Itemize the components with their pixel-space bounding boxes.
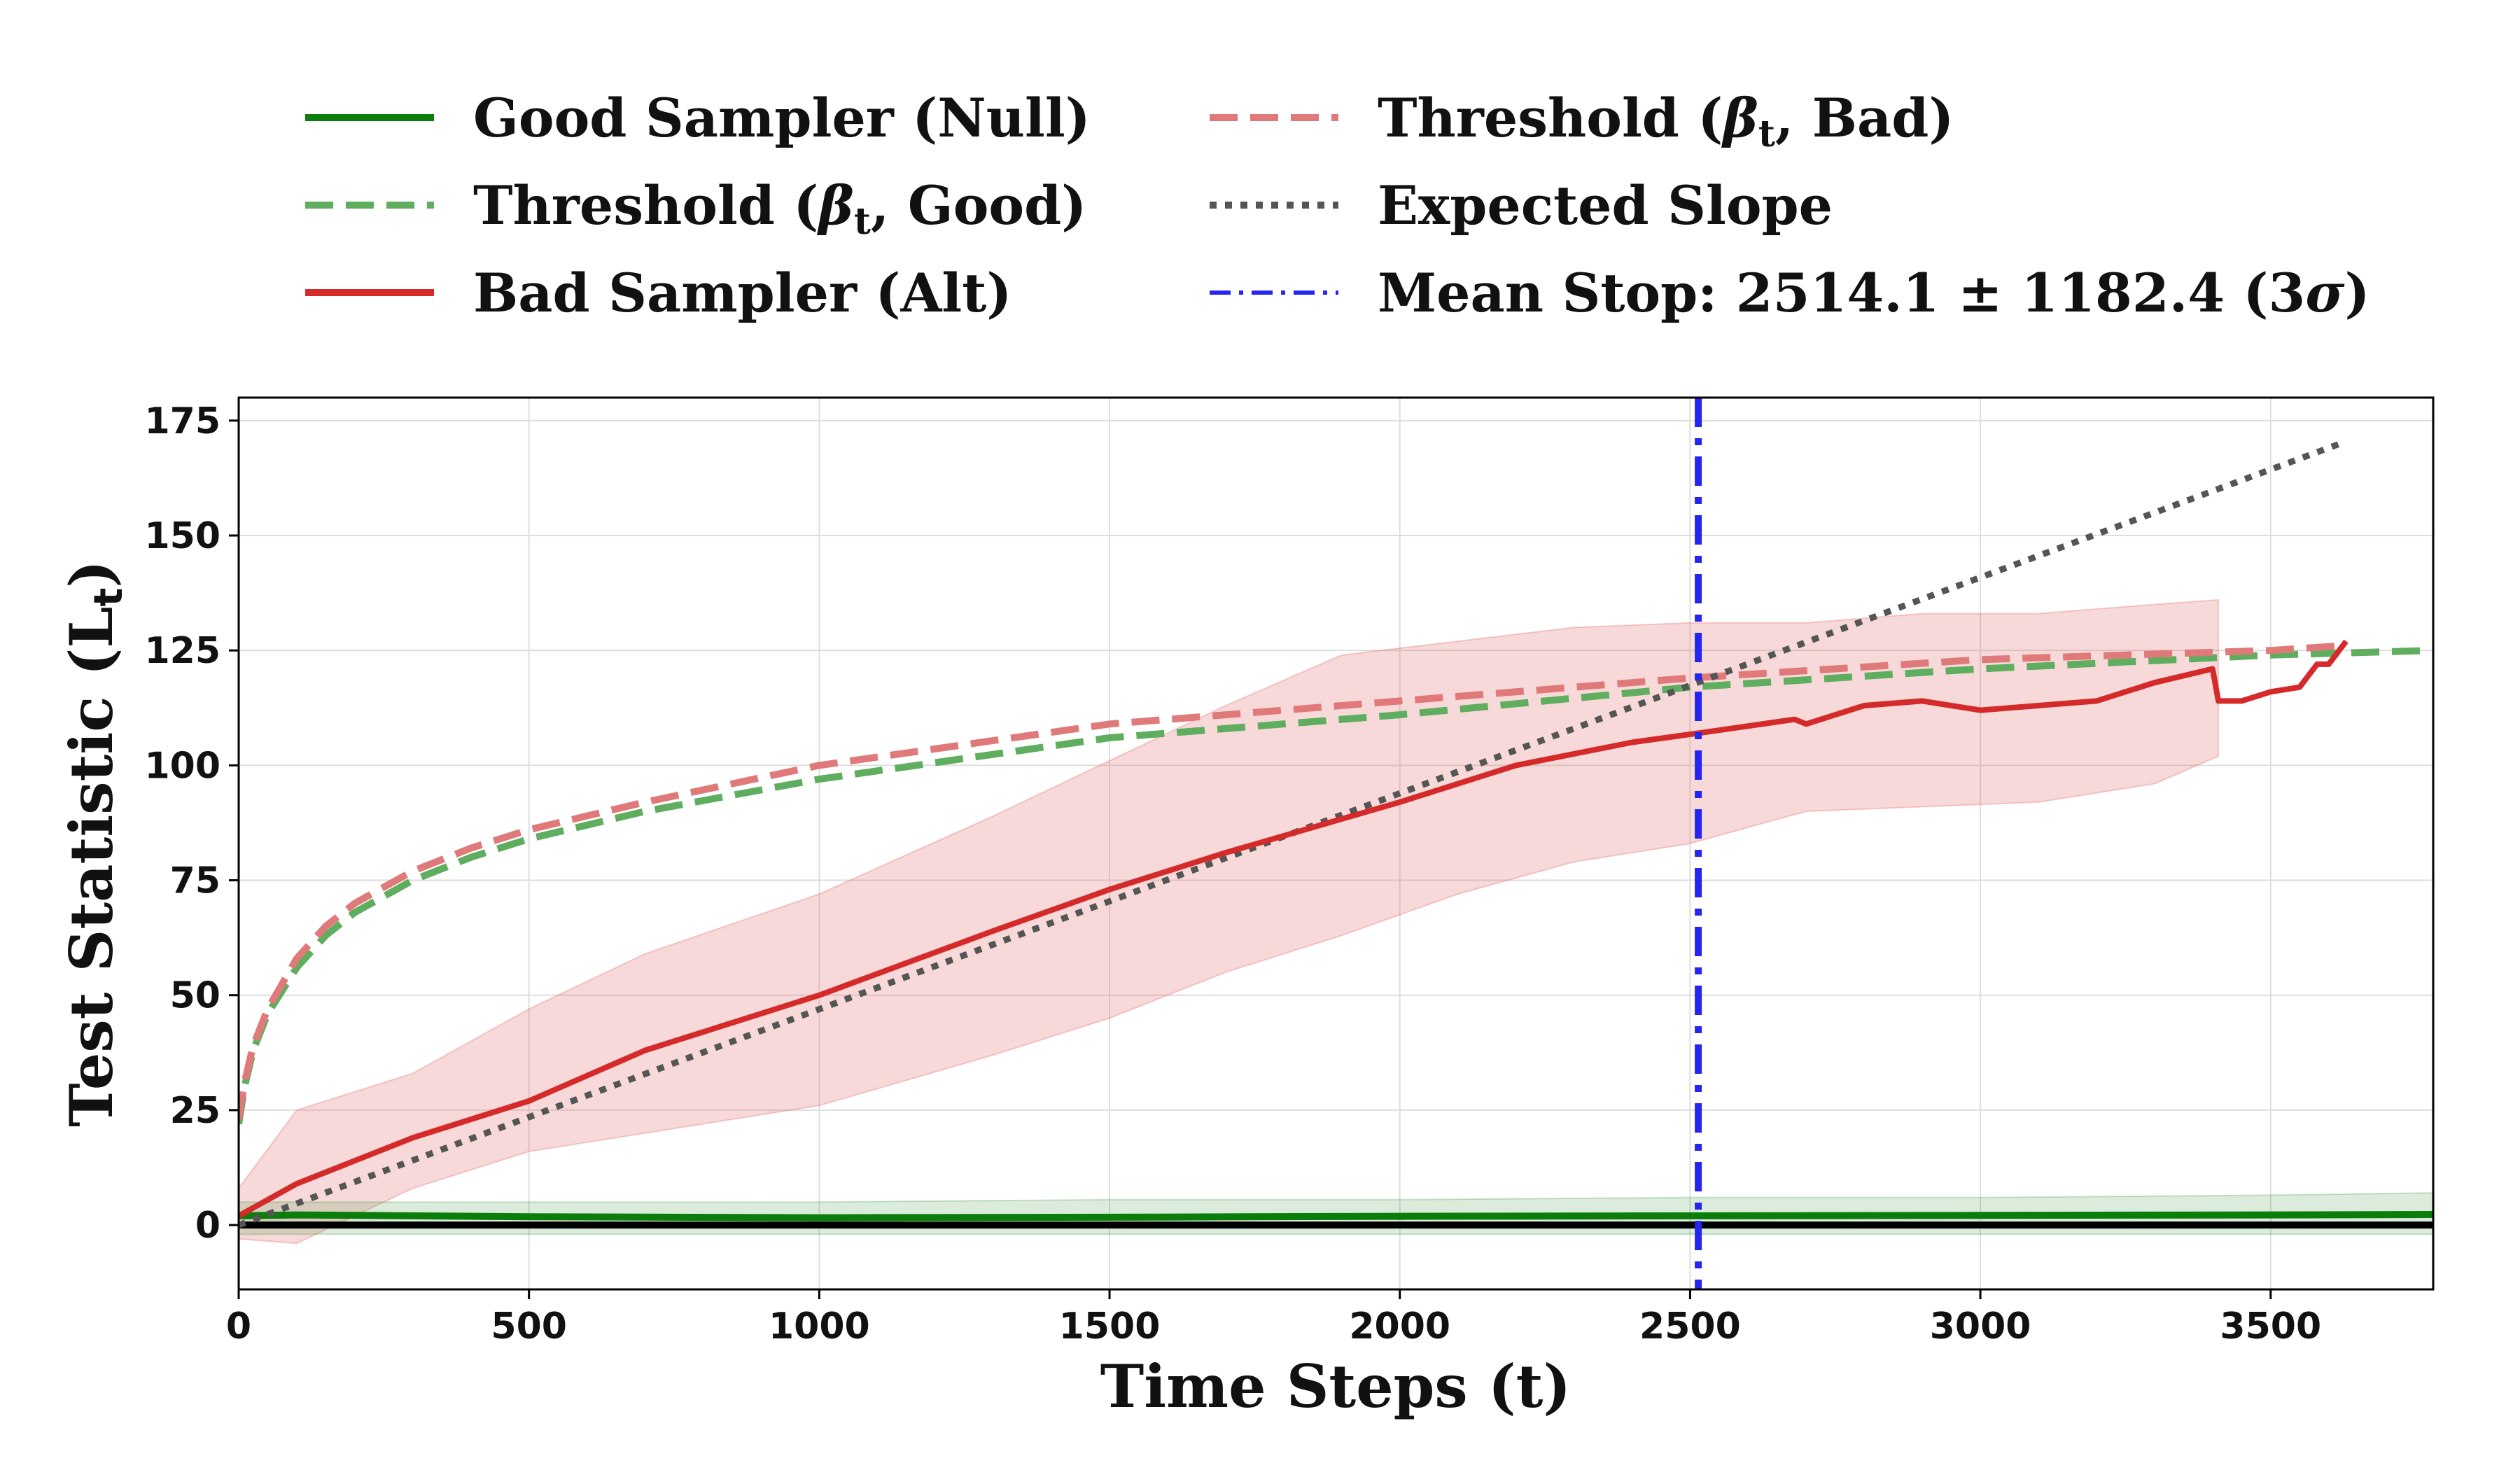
svg-text:Threshold (βt, Bad): Threshold (βt, Bad) [1378,87,1954,155]
svg-text:Threshold (βt, Good): Threshold (βt, Good) [473,174,1086,243]
x-tick-label: 3500 [2220,1306,2321,1348]
y-tick-label: 0 [195,1205,220,1247]
legend-entry-expected-slope: Expected Slope [1210,174,1833,237]
y-tick-label: 125 [144,630,220,672]
svg-text:Good Sampler (Null): Good Sampler (Null) [473,87,1091,149]
y-tick-label: 175 [144,400,220,442]
svg-text:Expected Slope: Expected Slope [1378,174,1833,237]
legend-label-bad-sampler: Bad Sampler (Alt) [473,262,1011,324]
legend-entry-threshold-good: Threshold (βt, Good) [305,174,1086,243]
legend-label-threshold-bad: Threshold ( [1378,87,1723,149]
x-tick-label: 1500 [1059,1306,1161,1348]
legend-label-mean-stop: Mean Stop: 2514.1 ± 1182.4 (3 [1378,262,2305,324]
plot-frame [237,396,2435,1291]
legend: Good Sampler (Null) Threshold (βt, Good)… [305,87,2370,324]
y-axis-title-end: ) [57,560,126,588]
legend-label-threshold-bad-end: , Bad) [1775,87,1954,149]
line-threshold-bad [239,642,2341,1120]
legend-label-threshold-good: Threshold ( [473,174,818,237]
legend-sub-threshold-bad: t [1758,113,1775,155]
svg-text:Mean Stop: 2514.1 ± 1182.4 (3σ: Mean Stop: 2514.1 ± 1182.4 (3σ) [1378,262,2370,324]
legend-entry-good-sampler: Good Sampler (Null) [305,87,1091,149]
legend-entry-threshold-bad: Threshold (βt, Bad) [1210,87,1954,155]
y-tick-label: 100 [144,745,220,787]
y-axis-title-main: Test Statistic (L [57,607,126,1127]
y-tick-label: 25 [170,1090,220,1132]
legend-label-mean-stop-end: ) [2344,262,2370,324]
band-bad-sampler [239,598,2220,1245]
y-tick-label: 150 [144,515,220,557]
legend-label-good-sampler: Good Sampler (Null) [473,87,1091,149]
y-tick-label: 50 [170,975,220,1017]
legend-entry-mean-stop: Mean Stop: 2514.1 ± 1182.4 (3σ) [1210,262,2370,324]
legend-label-threshold-good-end: , Good) [871,174,1086,237]
x-tick-label: 1000 [769,1306,870,1348]
y-tick-label: 75 [170,860,220,902]
line-bad-sampler [239,639,2348,1219]
legend-label-expected-slope: Expected Slope [1378,174,1833,237]
svg-text:Bad Sampler (Alt): Bad Sampler (Alt) [473,262,1011,324]
x-tick-label: 500 [491,1306,567,1348]
x-tick-label: 2000 [1349,1306,1450,1348]
plot-area [239,398,2433,1289]
x-tick-label: 3000 [1930,1306,2031,1348]
legend-sub-threshold-good: t [854,200,871,243]
line-good-sampler [239,1211,2433,1222]
x-tick-label: 0 [226,1306,251,1348]
x-axis: 0 500 1000 1500 2000 2500 3000 3500 [226,1289,2321,1348]
y-axis: 0 25 50 75 100 125 150 175 [144,400,239,1247]
x-axis-title: Time Steps (t) [1100,1352,1571,1421]
line-expected-slope [239,440,2342,1228]
legend-entry-bad-sampler: Bad Sampler (Alt) [305,262,1011,324]
y-axis-title: Test Statistic (Lt) [57,560,132,1127]
x-tick-label: 2500 [1639,1306,1741,1348]
y-axis-title-sub: t [86,588,132,607]
